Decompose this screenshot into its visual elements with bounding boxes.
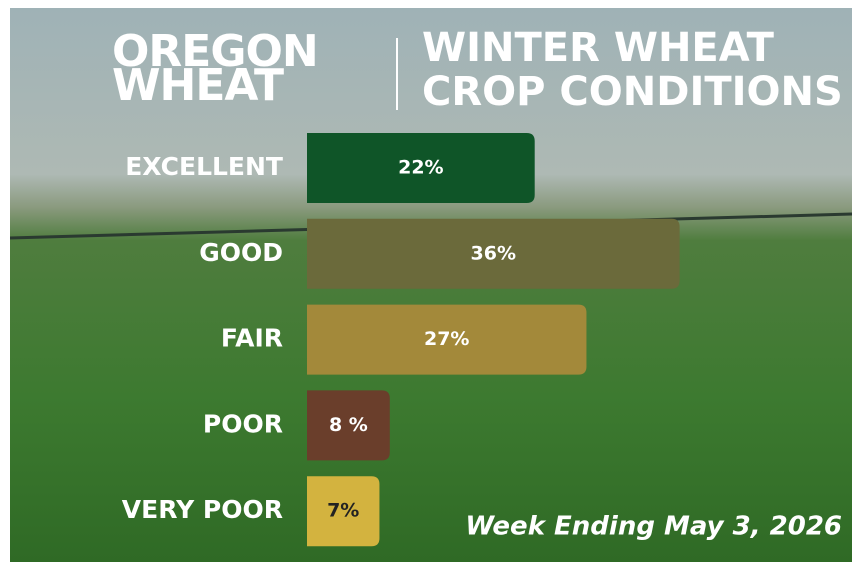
- photo-area: OREGON WHEAT WINTER WHEAT CROP CONDITION…: [10, 8, 852, 562]
- bars: EXCELLENT 22% GOOD 36% FAIR 27% POOR 8 % VERY PO…: [122, 133, 680, 547]
- value-label: 7%: [327, 500, 359, 522]
- logo-line: WHEAT: [112, 60, 284, 111]
- logo-line: OREGON: [112, 26, 318, 77]
- category-label: POOR: [203, 409, 283, 438]
- value-label: 36%: [471, 242, 516, 264]
- bar: [307, 390, 390, 461]
- value-label: 8 %: [329, 414, 368, 436]
- value-label: 27%: [424, 328, 469, 350]
- title-line: WINTER WHEAT: [422, 25, 775, 71]
- bar: [307, 133, 535, 203]
- bar: [307, 304, 587, 375]
- value-label: 22%: [398, 157, 443, 179]
- category-label: EXCELLENT: [125, 152, 283, 181]
- category-label: GOOD: [199, 238, 283, 267]
- title-line: CROP CONDITIONS: [422, 69, 843, 115]
- category-label: FAIR: [221, 324, 283, 353]
- bar: [307, 218, 680, 289]
- annotation: Week Ending May 3, 2026: [465, 512, 842, 542]
- bar: [307, 476, 380, 547]
- category-label: VERY POOR: [122, 495, 283, 524]
